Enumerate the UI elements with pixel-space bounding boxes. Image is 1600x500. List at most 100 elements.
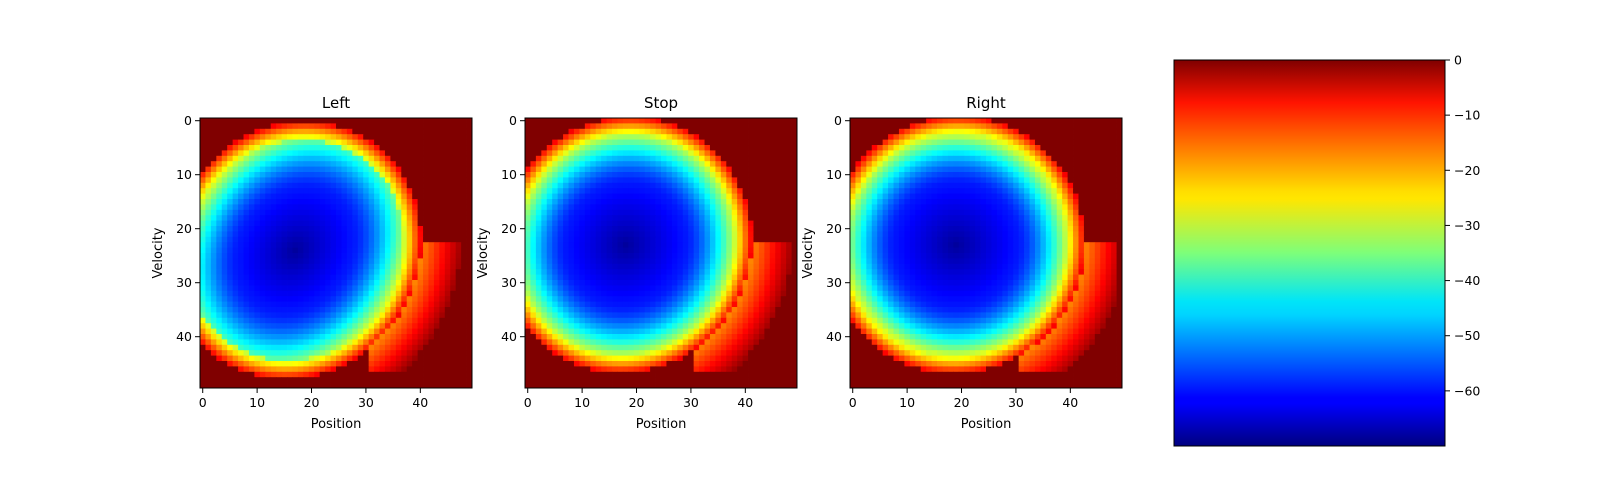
heatmap-cell — [423, 285, 429, 292]
heatmap-cell — [699, 334, 705, 340]
heatmap-cell — [775, 328, 782, 335]
heatmap-cell — [579, 366, 586, 373]
heatmap-cell — [363, 123, 370, 130]
heatmap-cell — [439, 317, 446, 324]
heatmap-cell — [704, 188, 711, 194]
heatmap-cell — [612, 247, 618, 254]
heatmap-cell — [644, 280, 651, 286]
heatmap-cell — [601, 139, 607, 146]
heatmap-cell — [439, 334, 446, 340]
heatmap-cell — [308, 296, 315, 302]
heatmap-cell — [412, 188, 418, 194]
heatmap-cell — [330, 177, 337, 184]
heatmap-cell — [428, 123, 435, 130]
heatmap-cell — [644, 166, 651, 173]
heatmap-cell — [330, 236, 337, 243]
heatmap-cell — [390, 312, 397, 319]
heatmap-cell — [530, 258, 537, 265]
heatmap-cell — [584, 274, 591, 281]
heatmap-cell — [573, 307, 580, 313]
heatmap-cell — [786, 236, 792, 243]
heatmap-cell — [325, 215, 331, 221]
heatmap-cell — [423, 317, 429, 324]
heatmap-cell — [546, 182, 553, 189]
heatmap-cell — [270, 274, 277, 281]
heatmap-cell — [232, 366, 239, 373]
heatmap-cell — [395, 161, 402, 167]
heatmap-cell — [216, 139, 223, 146]
heatmap-cell — [748, 242, 754, 248]
heatmap-cell — [612, 280, 618, 286]
heatmap-cell — [406, 172, 413, 178]
heatmap-cell — [368, 199, 375, 205]
heatmap-cell — [661, 323, 667, 329]
heatmap-cell — [461, 377, 467, 383]
heatmap-cell — [546, 377, 553, 383]
heatmap-cell — [395, 253, 402, 259]
heatmap-cell — [265, 118, 272, 124]
heatmap-cell — [552, 134, 559, 140]
heatmap-cell — [699, 220, 705, 227]
heatmap-cell — [731, 371, 738, 378]
heatmap-cell — [439, 199, 446, 205]
heatmap-cell — [764, 290, 771, 297]
heatmap-cell — [281, 366, 288, 373]
heatmap-cell — [535, 231, 542, 238]
heatmap-cell — [530, 263, 537, 270]
heatmap-cell — [644, 361, 651, 367]
heatmap-cell — [720, 123, 727, 130]
heatmap-cell — [601, 188, 607, 194]
heatmap-cell — [352, 155, 359, 162]
heatmap-cell — [259, 280, 266, 286]
heatmap-cell — [622, 323, 629, 329]
heatmap-cell — [292, 344, 299, 351]
heatmap-cell — [612, 128, 618, 135]
heatmap-cell — [292, 377, 299, 383]
heatmap-cell — [314, 290, 321, 297]
heatmap-cell — [450, 215, 457, 221]
heatmap-cell — [780, 301, 787, 308]
heatmap-cell — [368, 350, 375, 356]
heatmap-cell — [579, 344, 586, 351]
heatmap-cell — [292, 236, 299, 243]
heatmap-cell — [726, 182, 733, 189]
heatmap-cell — [433, 328, 440, 335]
heatmap-cell — [401, 377, 408, 383]
heatmap-cell — [254, 296, 261, 302]
heatmap-cell — [693, 247, 700, 254]
heatmap-cell — [265, 123, 272, 130]
heatmap-cell — [726, 258, 733, 265]
heatmap-cell — [546, 155, 553, 162]
heatmap-cell — [590, 280, 597, 286]
heatmap-cell — [742, 301, 749, 308]
heatmap-cell — [384, 377, 391, 383]
heatmap-cell — [748, 361, 754, 367]
heatmap-cell — [525, 155, 531, 162]
heatmap-cell — [753, 242, 760, 248]
heatmap-cell — [423, 328, 429, 335]
heatmap-cell — [688, 328, 695, 335]
heatmap-cell — [243, 128, 250, 135]
heatmap-cell — [579, 118, 586, 124]
heatmap-cell — [292, 204, 299, 211]
heatmap-cell — [546, 209, 553, 216]
heatmap-cell — [308, 290, 315, 297]
heatmap-cell — [655, 123, 662, 130]
heatmap-cell — [417, 166, 424, 173]
heatmap-cell — [786, 123, 792, 130]
heatmap-cell — [259, 123, 266, 130]
heatmap-cell — [303, 258, 310, 265]
heatmap-cell — [390, 236, 397, 243]
heatmap-cell — [297, 350, 304, 356]
heatmap-cell — [617, 269, 624, 275]
heatmap-cell — [726, 307, 733, 313]
heatmap-cell — [428, 328, 435, 335]
heatmap-cell — [786, 280, 792, 286]
heatmap-cell — [374, 258, 380, 265]
heatmap-cell — [466, 307, 473, 313]
heatmap-cell — [563, 339, 569, 346]
heatmap-cell — [336, 161, 342, 167]
heatmap-cell — [401, 166, 408, 173]
heatmap-cell — [455, 258, 462, 265]
heatmap-cell — [303, 155, 310, 162]
